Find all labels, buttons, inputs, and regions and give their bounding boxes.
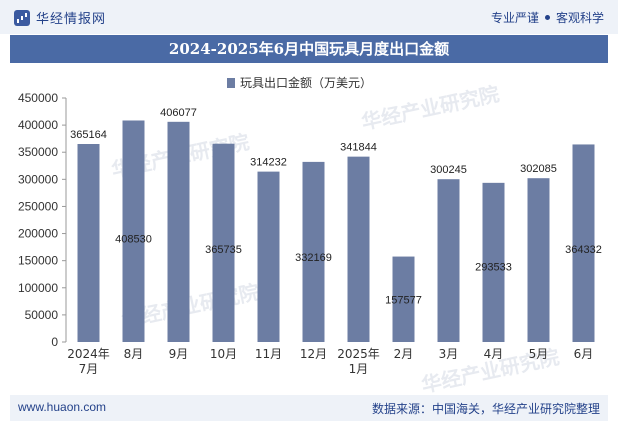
bar: [527, 178, 550, 342]
data-label: 408530: [115, 233, 152, 245]
brand: 华经情报网: [14, 8, 106, 27]
data-label: 406077: [160, 107, 197, 119]
bar-chart: 玩具出口金额（万美元） 0 50000 100000 150000 200000 25000…: [18, 75, 602, 376]
x-tick-label: 6月: [574, 347, 594, 361]
x-tick-label: 8月: [124, 347, 144, 361]
data-source-note: 数据来源：中国海关，华经产业研究院整理: [371, 402, 600, 416]
y-tick-label: 250000: [18, 199, 58, 213]
y-tick-label: 350000: [18, 145, 58, 159]
bar: [437, 179, 460, 342]
header-bar: 华经情报网 专业严谨 客观科学: [0, 0, 618, 34]
data-label: 302085: [520, 163, 557, 175]
x-tick-label: 2025年: [337, 347, 380, 361]
y-tick-label: 100000: [18, 281, 58, 295]
data-label: 364332: [565, 244, 602, 256]
x-tick-label: 4月: [484, 347, 504, 361]
legend-label: 玩具出口金额（万美元）: [240, 75, 372, 90]
bullet-dot-icon: [544, 15, 550, 20]
tagline: 专业严谨 客观科学: [491, 9, 604, 26]
bar: [347, 156, 370, 342]
data-label: 341844: [340, 142, 377, 154]
chart-title: 2024-2025年6月中国玩具月度出口金额: [10, 35, 608, 63]
website-link[interactable]: www.huaon.com: [18, 400, 107, 414]
legend-swatch: [227, 78, 235, 88]
y-tick-label: 450000: [18, 91, 58, 105]
x-tick-label: 2024年: [67, 347, 110, 361]
footer-bar: www.huaon.com 数据来源：中国海关，华经产业研究院整理: [10, 395, 608, 421]
bar-chart-logo-icon: [14, 9, 30, 26]
data-label: 365164: [70, 129, 107, 141]
x-tick-label: 5月: [529, 347, 549, 361]
y-tick-label: 150000: [18, 254, 58, 268]
bar: [572, 144, 595, 342]
bar: [302, 161, 325, 342]
data-label: 300245: [430, 164, 467, 176]
x-tick-label: 3月: [439, 347, 459, 361]
x-tick-label: 9月: [169, 347, 189, 361]
brand-name: 华经情报网: [36, 12, 107, 27]
x-tick-label: 11月: [255, 347, 282, 361]
tagline-text-1: 专业严谨: [490, 11, 539, 25]
bar: [482, 182, 505, 342]
x-tick-label: 7月: [79, 362, 99, 376]
x-tick-label: 12月: [300, 347, 327, 361]
x-tick-label: 10月: [210, 347, 237, 361]
y-tick-label: 400000: [18, 118, 58, 132]
y-tick-label: 300000: [18, 172, 58, 186]
bar: [257, 171, 280, 342]
y-tick-label: 0: [51, 335, 58, 349]
bar: [212, 143, 235, 342]
bar: [77, 143, 100, 342]
data-label: 314232: [250, 157, 287, 169]
x-tick-label: 1月: [349, 362, 369, 376]
data-label: 365735: [205, 244, 242, 256]
data-label: 293533: [475, 261, 512, 273]
bar: [392, 256, 415, 342]
bar: [122, 120, 145, 342]
x-tick-label: 2月: [394, 347, 414, 361]
data-label: 157577: [385, 295, 422, 307]
y-tick-label: 200000: [18, 227, 58, 241]
bar: [167, 121, 190, 342]
tagline-text-2: 客观科学: [555, 11, 604, 25]
y-tick-label: 50000: [25, 308, 59, 322]
data-label: 332169: [295, 252, 332, 264]
